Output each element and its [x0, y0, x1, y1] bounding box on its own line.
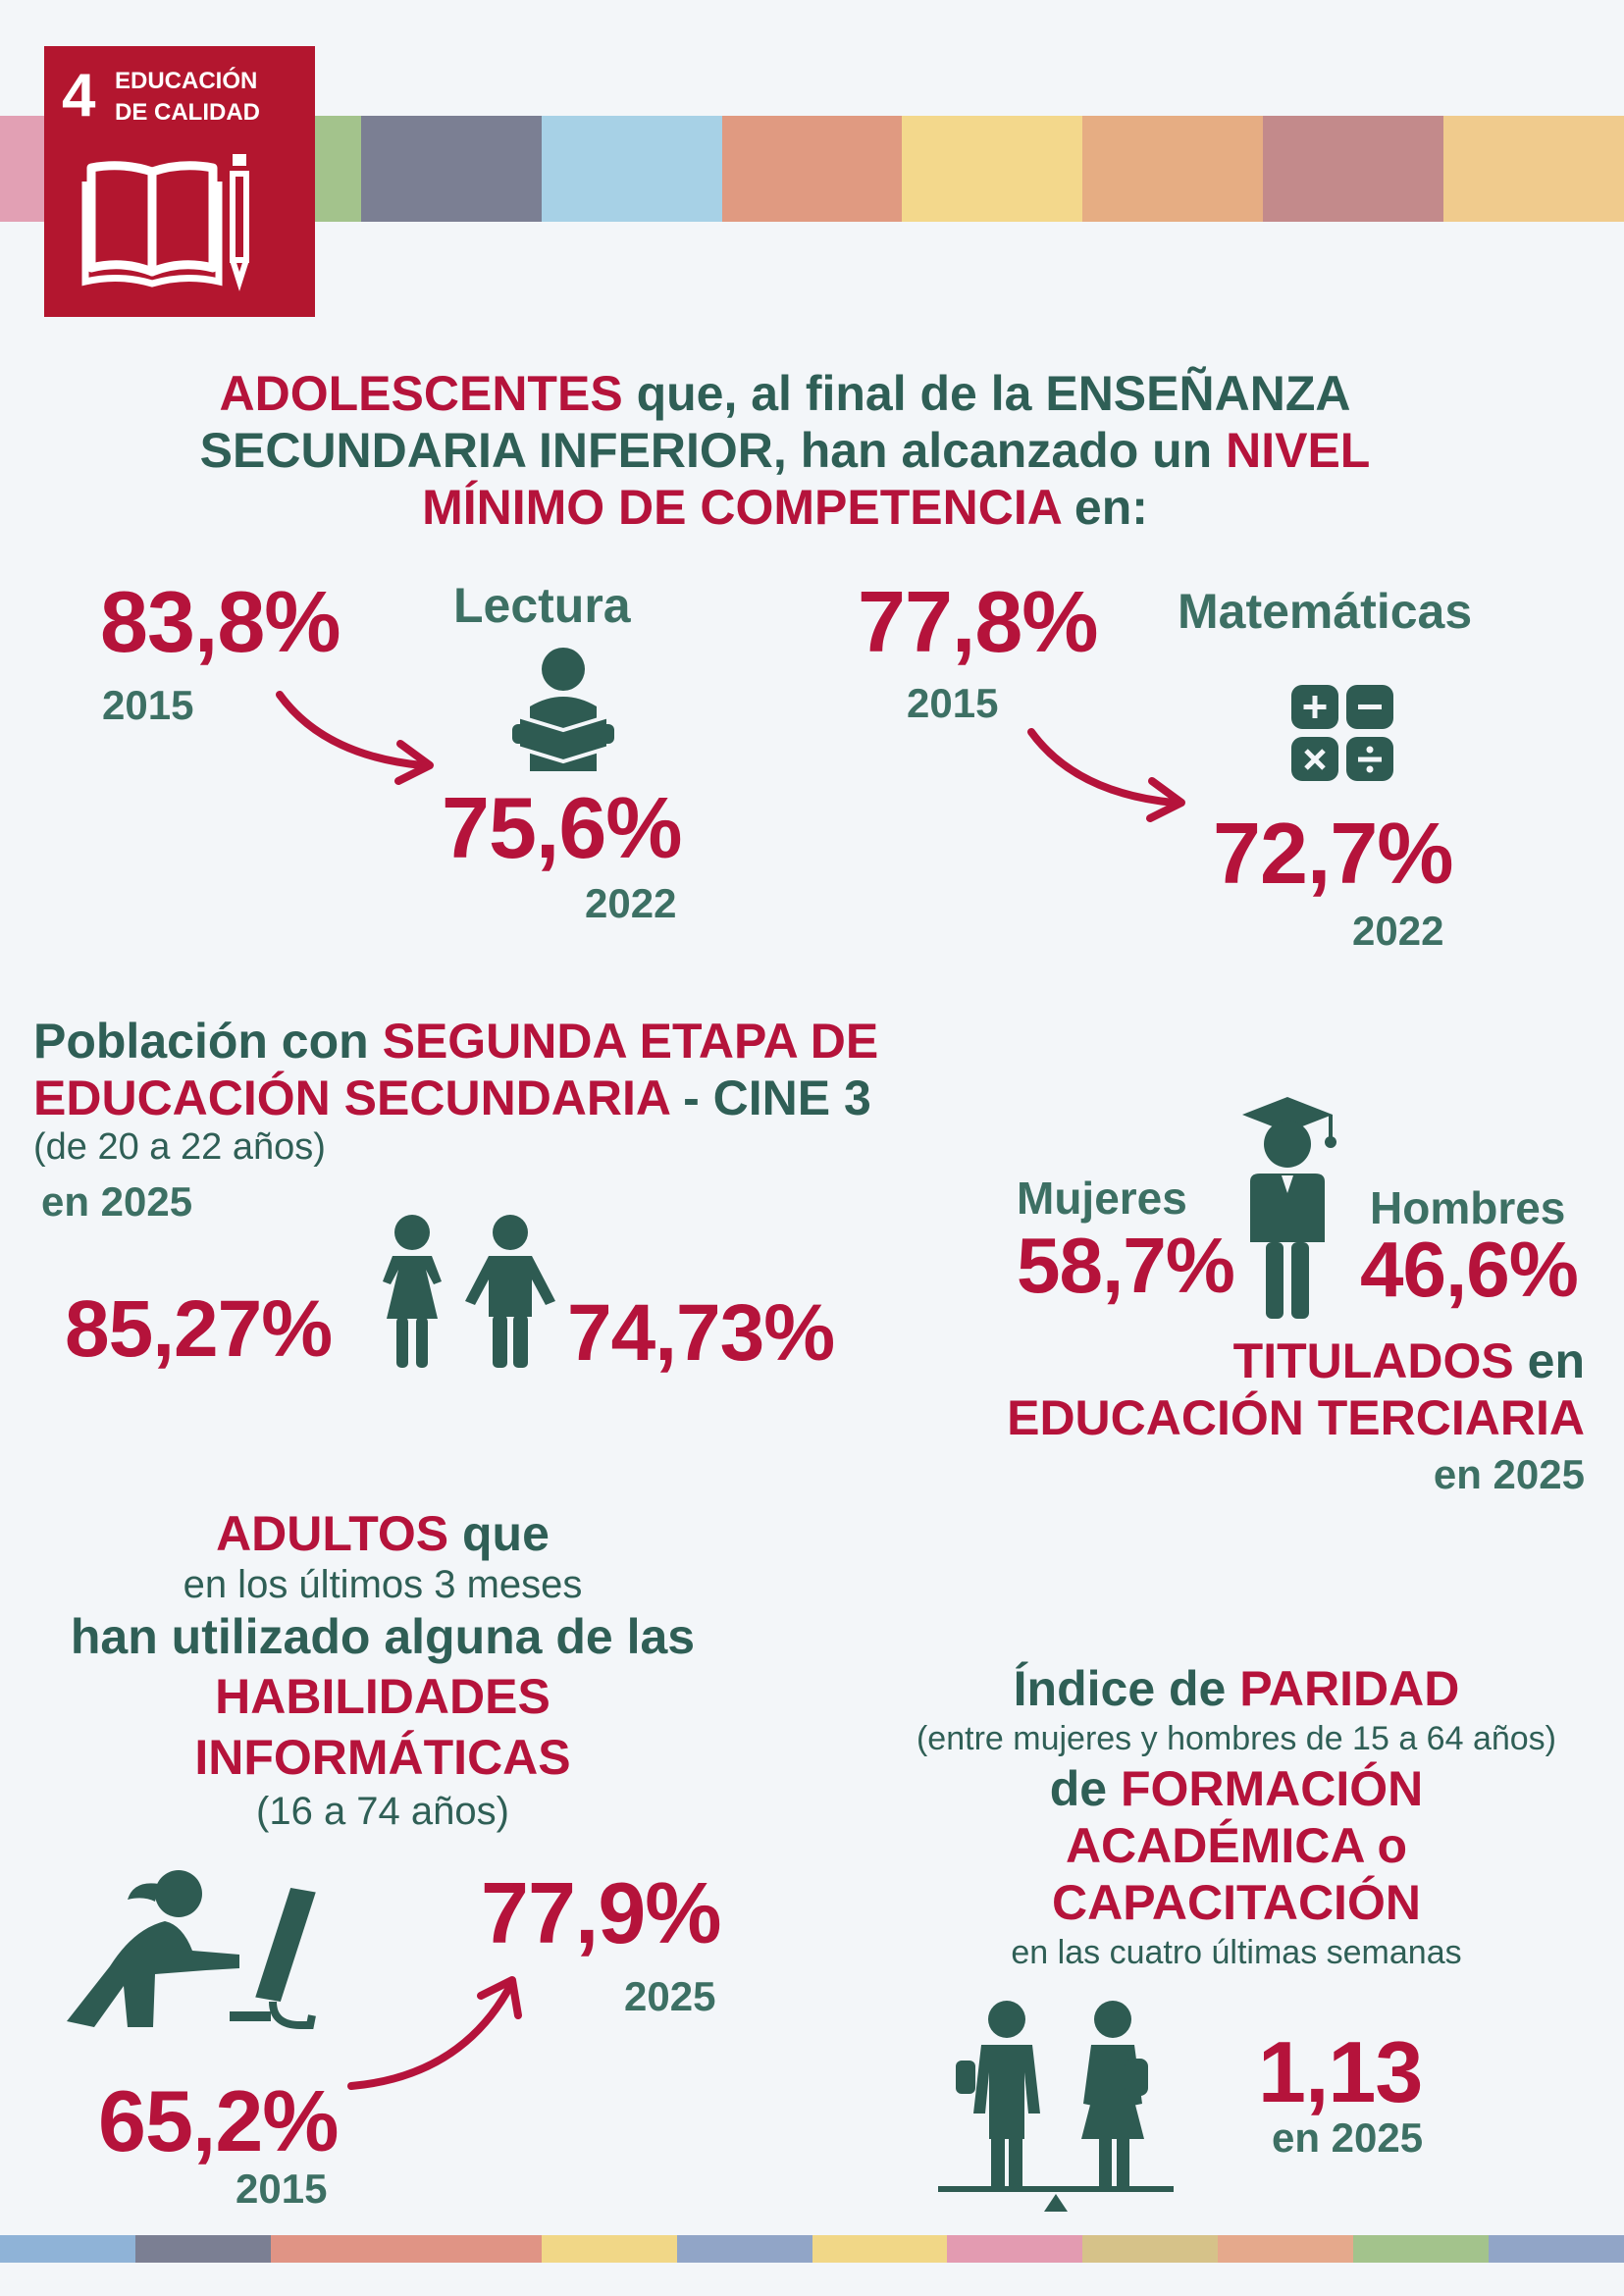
- s4-t1: ADULTOS: [216, 1506, 449, 1561]
- s2-year: en 2025: [41, 1178, 193, 1225]
- s1-title: ADOLESCENTES que, al final de la ENSEÑAN…: [147, 365, 1423, 536]
- s4-2015-year: 2015: [236, 2166, 328, 2212]
- math-2022-year: 2022: [1352, 908, 1444, 954]
- s5-t2: PARIDAD: [1239, 1661, 1460, 1716]
- s2-t2: SEGUNDA ETAPA DE: [382, 1014, 879, 1069]
- s2-title: Población con SEGUNDA ETAPA DE EDUCACIÓN…: [33, 1013, 878, 1126]
- s5-t6: ACADÉMICA o: [1065, 1818, 1408, 1873]
- adults-trend-arrow: [347, 1976, 522, 2090]
- calculator-icon: [1291, 685, 1393, 781]
- s4-t5: HABILIDADES: [215, 1669, 550, 1724]
- s5-t1: Índice de: [1013, 1661, 1240, 1716]
- top-stripe-segment: [541, 116, 722, 222]
- s4-t4: han utilizado alguna de las: [70, 1609, 696, 1664]
- top-stripe-segment: [360, 116, 542, 222]
- s3-men-value: 46,6%: [1360, 1226, 1579, 1313]
- sdg-title-1: EDUCACIÓN: [115, 68, 258, 94]
- sdg-logo: 4 EDUCACIÓN DE CALIDAD: [44, 46, 315, 317]
- s4-2025-year: 2025: [624, 1973, 716, 2019]
- bottom-stripe-segment: [1353, 2235, 1490, 2263]
- s5-t3: (entre mujeres y hombres de 15 a 64 años…: [916, 1720, 1556, 1757]
- s5-title: Índice de PARIDAD (entre mujeres y hombr…: [844, 1660, 1624, 1974]
- s2-men-value: 74,73%: [567, 1288, 835, 1378]
- s3-title: TITULADOS en EDUCACIÓN TERCIARIA: [1007, 1332, 1585, 1446]
- s2-women-value: 85,27%: [65, 1284, 333, 1374]
- s4-2025-value: 77,9%: [481, 1864, 722, 1961]
- s1-t1: ADOLESCENTES: [219, 366, 623, 421]
- computer-user-icon: [67, 1870, 316, 2029]
- s4-t3: en los últimos 3 meses: [183, 1563, 583, 1606]
- reading-trend-arrow: [276, 691, 434, 785]
- s3-t1: TITULADOS: [1232, 1333, 1514, 1388]
- math-label: Matemáticas: [1178, 584, 1473, 639]
- s1-t3: SECUNDARIA INFERIOR, han alcanzado un: [199, 423, 1227, 478]
- s2-t3: EDUCACIÓN SECUNDARIA: [33, 1070, 670, 1125]
- top-stripe-segment: [1082, 116, 1264, 222]
- s3-t2: en: [1513, 1333, 1585, 1388]
- bottom-stripe-segment: [1218, 2235, 1354, 2263]
- sdg-title-2: DE CALIDAD: [115, 99, 260, 126]
- s1-t2: que, al final de la ENSEÑANZA: [622, 366, 1351, 421]
- s5-value: 1,13: [1258, 2023, 1423, 2120]
- sdg-number: 4: [62, 62, 96, 130]
- bottom-stripe-segment: [676, 2235, 812, 2263]
- bottom-stripe-segment: [270, 2235, 406, 2263]
- s1-t6: en:: [1061, 480, 1148, 535]
- reading-2022-year: 2022: [585, 880, 677, 926]
- bottom-stripe-segment: [0, 2235, 135, 2263]
- reading-person-icon: [512, 648, 614, 771]
- s5-year: en 2025: [1272, 2114, 1424, 2161]
- reading-2015-value: 83,8%: [100, 573, 341, 670]
- s5-t7: CAPACITACIÓN: [1052, 1875, 1421, 1930]
- graduate-icon: [1242, 1097, 1336, 1319]
- math-2022-value: 72,7%: [1213, 805, 1454, 902]
- top-stripe-segment: [902, 116, 1083, 222]
- top-stripe-segment: [1263, 116, 1444, 222]
- s5-t5: FORMACIÓN: [1120, 1761, 1424, 1816]
- bottom-stripe-segment: [405, 2235, 542, 2263]
- math-trend-arrow: [1027, 728, 1185, 822]
- s3-women-value: 58,7%: [1017, 1222, 1235, 1309]
- s3-men-label: Hombres: [1370, 1182, 1566, 1233]
- bottom-stripe-segment: [541, 2235, 677, 2263]
- top-stripe-segment: [1443, 116, 1624, 222]
- reading-2022-value: 75,6%: [442, 779, 683, 876]
- s5-t8: en las cuatro últimas semanas: [1011, 1934, 1462, 1971]
- s2-subtitle: (de 20 a 22 años): [33, 1126, 326, 1168]
- book-pencil-icon: [81, 154, 249, 291]
- math-2015-year: 2015: [907, 680, 999, 726]
- balance-people-icon: [938, 2001, 1174, 2212]
- s4-t2: que: [448, 1506, 550, 1561]
- s3-women-label: Mujeres: [1017, 1173, 1187, 1224]
- s4-t7: (16 a 74 años): [256, 1790, 509, 1833]
- reading-2015-year: 2015: [102, 682, 194, 728]
- s4-2015-value: 65,2%: [98, 2072, 340, 2169]
- s5-t4: de: [1049, 1761, 1121, 1816]
- reading-label: Lectura: [453, 578, 631, 633]
- s3-year: en 2025: [1433, 1451, 1585, 1497]
- s4-t6: INFORMÁTICAS: [194, 1730, 571, 1785]
- math-2015-value: 77,8%: [858, 573, 1099, 670]
- s4-title: ADULTOS que en los últimos 3 meses han u…: [29, 1505, 736, 1835]
- bottom-stripe-segment: [1489, 2235, 1624, 2263]
- s2-t4: - CINE 3: [669, 1070, 871, 1125]
- bottom-stripe-segment: [812, 2235, 948, 2263]
- bottom-stripe-segment: [947, 2235, 1083, 2263]
- top-color-stripe: [0, 116, 1624, 222]
- s1-t5: MÍNIMO DE COMPETENCIA: [422, 480, 1062, 535]
- girl-boy-icon: [383, 1215, 555, 1368]
- bottom-stripe-segment: [134, 2235, 271, 2263]
- bottom-stripe-segment: [1082, 2235, 1219, 2263]
- s2-t1: Población con: [33, 1014, 383, 1069]
- bottom-color-stripe: [0, 2235, 1624, 2263]
- top-stripe-segment: [721, 116, 903, 222]
- s1-t4: NIVEL: [1226, 423, 1371, 478]
- s3-t3: EDUCACIÓN TERCIARIA: [1007, 1390, 1585, 1445]
